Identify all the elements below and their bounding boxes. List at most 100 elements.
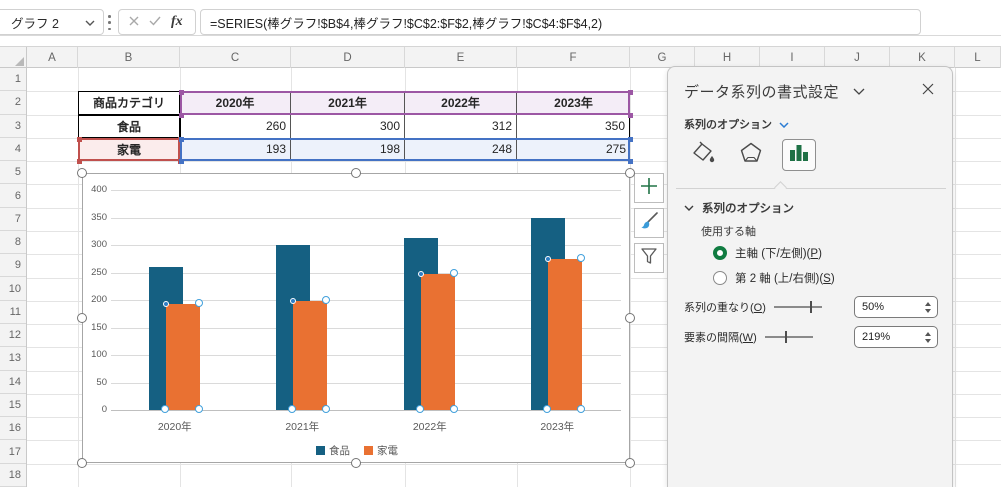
chart-frame-handle[interactable] [77, 168, 87, 178]
series-selection-handle[interactable] [415, 405, 424, 413]
series-selection-handle[interactable] [194, 405, 203, 413]
cell-value[interactable]: 300 [291, 114, 405, 138]
cell-value[interactable]: 193 [180, 137, 291, 162]
secondary-axis-radio[interactable]: 第 2 軸 (上/右側)(S) [713, 270, 835, 286]
row-header-3[interactable]: 3 [0, 115, 26, 138]
column-header-I[interactable]: I [760, 47, 825, 68]
chart-elements-button[interactable] [634, 173, 664, 203]
row-header-9[interactable]: 9 [0, 254, 26, 278]
primary-axis-radio[interactable]: 主軸 (下/左側)(P) [713, 245, 822, 261]
chart-frame-handle[interactable] [351, 458, 361, 468]
cell-value[interactable]: 275 [517, 137, 630, 162]
slider-handle[interactable] [809, 301, 813, 313]
bar-chart[interactable]: 0 50 100 150 200 250 300 350 400 2020年 2021年 2022年 2… [77, 168, 635, 468]
series-selection-handle[interactable] [449, 268, 458, 277]
series-selection-handle[interactable] [417, 270, 424, 277]
column-header-C[interactable]: C [180, 47, 291, 68]
column-header-B[interactable]: B [78, 47, 180, 68]
tab-chevron-down-icon[interactable] [779, 115, 789, 133]
series-selection-handle[interactable] [449, 405, 458, 413]
pane-close-icon[interactable] [922, 82, 934, 100]
row-header-2[interactable]: 2 [0, 91, 26, 115]
cancel-icon[interactable] [129, 13, 139, 31]
cell-year-2023年[interactable]: 2023年 [517, 91, 630, 115]
series-overlap-input[interactable]: 50% [854, 296, 938, 318]
cell-value[interactable]: 260 [180, 114, 291, 138]
cell-row-label-家電[interactable]: 家電 [78, 137, 180, 162]
row-header-13[interactable]: 13 [0, 347, 26, 371]
chart-filters-button[interactable] [634, 243, 664, 273]
row-header-12[interactable]: 12 [0, 324, 26, 348]
series-options-section[interactable]: 系列のオプション [684, 200, 794, 216]
bar-家電-2020年[interactable] [165, 303, 200, 410]
column-header-H[interactable]: H [695, 47, 760, 68]
gap-width-slider[interactable] [764, 331, 813, 343]
series-selection-handle[interactable] [162, 300, 169, 307]
cell-year-2021年[interactable]: 2021年 [291, 91, 405, 115]
column-header-G[interactable]: G [630, 47, 695, 68]
insert-function-icon[interactable]: fx [171, 14, 183, 29]
column-header-J[interactable]: J [825, 47, 890, 68]
column-header-L[interactable]: L [955, 47, 1001, 68]
column-header-D[interactable]: D [291, 47, 405, 68]
chart-frame-handle[interactable] [625, 313, 635, 323]
chart-frame-handle[interactable] [77, 458, 87, 468]
column-header-F[interactable]: F [517, 47, 630, 68]
column-header-K[interactable]: K [890, 47, 955, 68]
row-header-5[interactable]: 5 [0, 161, 26, 185]
column-header-E[interactable]: E [405, 47, 517, 68]
row-header-1[interactable]: 1 [0, 68, 26, 92]
cell-value[interactable]: 248 [405, 137, 517, 162]
gap-width-input[interactable]: 219% [854, 326, 938, 348]
series-overlap-slider[interactable] [773, 301, 822, 313]
spinner-icon[interactable] [925, 331, 931, 343]
fill-line-tab[interactable] [686, 139, 720, 171]
legend-item-家電[interactable]: 家電 [364, 443, 398, 458]
series-selection-handle[interactable] [545, 255, 552, 262]
bar-家電-2023年[interactable] [548, 258, 583, 410]
select-all-corner[interactable] [0, 47, 27, 68]
series-selection-handle[interactable] [160, 405, 169, 413]
series-selection-handle[interactable] [194, 298, 203, 307]
series-selection-handle[interactable] [322, 405, 331, 413]
chart-frame-handle[interactable] [625, 168, 635, 178]
name-box[interactable]: グラフ 2 [0, 9, 104, 35]
cell-value[interactable]: 350 [517, 114, 630, 138]
cell-value[interactable]: 198 [291, 137, 405, 162]
series-selection-handle[interactable] [290, 298, 297, 305]
legend-item-食品[interactable]: 食品 [316, 443, 350, 458]
series-selection-handle[interactable] [288, 405, 297, 413]
row-header-18[interactable]: 18 [0, 464, 26, 487]
bar-家電-2022年[interactable] [420, 273, 455, 410]
cell-year-2020年[interactable]: 2020年 [180, 91, 291, 115]
row-header-6[interactable]: 6 [0, 184, 26, 208]
cell-year-2022年[interactable]: 2022年 [405, 91, 517, 115]
series-selection-handle[interactable] [543, 405, 552, 413]
enter-check-icon[interactable] [149, 13, 161, 31]
row-header-16[interactable]: 16 [0, 417, 26, 441]
series-selection-handle[interactable] [322, 296, 331, 305]
chart-frame-handle[interactable] [625, 458, 635, 468]
slider-handle[interactable] [784, 331, 788, 343]
cell-row-label-食品[interactable]: 食品 [78, 114, 180, 138]
name-box-grip-icon[interactable] [108, 15, 112, 30]
series-options-tab-label[interactable]: 系列のオプション [684, 119, 772, 131]
series-selection-handle[interactable] [577, 405, 586, 413]
effects-tab[interactable] [734, 139, 768, 171]
chart-frame-handle[interactable] [351, 168, 361, 178]
chevron-down-icon[interactable] [85, 15, 95, 29]
spinner-icon[interactable] [925, 301, 931, 313]
row-header-4[interactable]: 4 [0, 138, 26, 162]
bar-家電-2021年[interactable] [293, 301, 328, 410]
row-header-10[interactable]: 10 [0, 278, 26, 301]
series-selection-handle[interactable] [577, 253, 586, 262]
column-header-A[interactable]: A [27, 47, 78, 68]
row-header-17[interactable]: 17 [0, 440, 26, 464]
series-options-tab[interactable] [782, 139, 816, 171]
row-header-15[interactable]: 15 [0, 394, 26, 418]
row-header-7[interactable]: 7 [0, 208, 26, 231]
row-header-11[interactable]: 11 [0, 301, 26, 325]
cell-value[interactable]: 312 [405, 114, 517, 138]
formula-input[interactable]: =SERIES(棒グラフ!$B$4,棒グラフ!$C$2:$F$2,棒グラフ!$C… [200, 9, 921, 35]
chart-frame-handle[interactable] [77, 313, 87, 323]
